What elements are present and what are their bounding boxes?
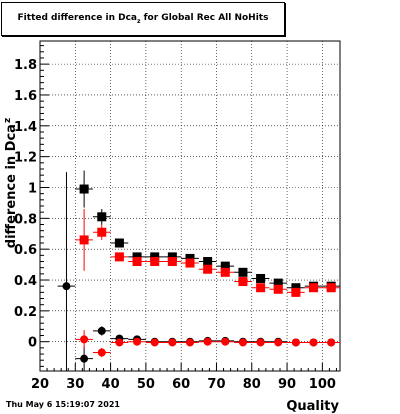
circle-marker [203,337,212,346]
square-marker [79,235,89,245]
square-marker [167,252,177,262]
circle-marker [115,338,124,347]
circle-marker [80,335,89,344]
square-marker [203,257,213,267]
square-marker [291,287,301,297]
square-marker [150,252,160,262]
circle-marker [256,338,265,347]
y-axis-label-subscript: z [3,118,13,123]
x-tick-label: 30 [66,377,84,392]
square-marker [132,252,142,262]
title-box: Fitted difference in Dcaz for Global Rec… [1,2,285,36]
circle-marker [221,337,230,346]
square-marker [238,267,248,277]
y-tick-label: 0.2 [14,305,37,320]
circle-marker [97,326,106,335]
circle-marker [327,338,336,347]
x-tick-label: 70 [207,377,225,392]
circle-marker [274,338,283,347]
circle-marker [97,348,106,357]
square-marker [256,273,266,283]
square-marker [220,261,230,271]
x-tick-label: 80 [243,377,261,392]
square-marker [326,283,336,293]
circle-marker [150,338,159,347]
data-series [75,170,340,293]
square-marker [150,257,160,267]
title-tail: for Global Rec All NoHits [140,13,269,24]
title-main: Fitted difference in Dca [17,13,137,24]
square-marker [114,252,124,262]
circle-marker [133,337,142,346]
y-tick-label: 1.4 [14,120,37,135]
circle-marker [186,338,194,347]
x-axis-label: Quality [286,399,339,414]
square-marker [273,278,283,288]
plot-frame [39,40,341,372]
chart-title: Fitted difference in Dcaz for Global Rec… [18,13,269,25]
grid [40,41,340,371]
title-subscript: z [137,17,141,25]
circle-marker [62,282,71,291]
x-tick-label: 90 [278,377,296,392]
y-axis-label-main: difference in Dca [4,124,19,248]
y-tick-label: 0.8 [14,212,37,227]
circle-marker [238,338,247,347]
y-tick-label: 1.6 [14,89,37,104]
y-tick-label: 0.4 [14,274,37,289]
footer-date: Thu May 6 15:19:07 2021 [6,400,120,409]
x-tick-label: 60 [172,377,190,392]
circle-marker [80,354,89,363]
y-tick-label: 1.8 [14,58,37,73]
data-layer [57,170,340,371]
square-marker [309,283,319,293]
square-marker [220,267,230,277]
square-marker [167,257,177,267]
square-marker [256,283,266,293]
x-tick-label: 100 [309,377,336,392]
y-tick-label: 1.2 [14,151,37,166]
x-tick-label: 50 [137,377,155,392]
x-tick-label: 40 [102,377,120,392]
square-marker [97,212,107,222]
square-marker [273,284,283,294]
data-series [75,209,340,297]
y-tick-label: 1 [28,181,37,196]
data-series [75,330,340,358]
circle-marker [291,338,300,347]
square-marker [114,238,124,248]
square-marker [291,283,301,293]
square-marker [79,184,89,194]
ticks: 20 30 40 50 60 70 80 90 100 0 0.2 0.4 0.6 0.8 1 1.2 1.4 1… [14,45,337,392]
square-marker [203,264,213,274]
y-tick-label: 0 [28,336,37,351]
square-marker [185,258,195,268]
circle-marker [309,338,318,347]
y-axis-label: difference in Dcaz [3,118,19,248]
square-marker [132,257,142,267]
square-marker [97,227,107,237]
square-marker [185,253,195,263]
circle-marker [168,338,177,347]
square-marker [238,277,248,287]
y-tick-label: 0.6 [14,243,37,258]
x-tick-label: 20 [31,377,49,392]
